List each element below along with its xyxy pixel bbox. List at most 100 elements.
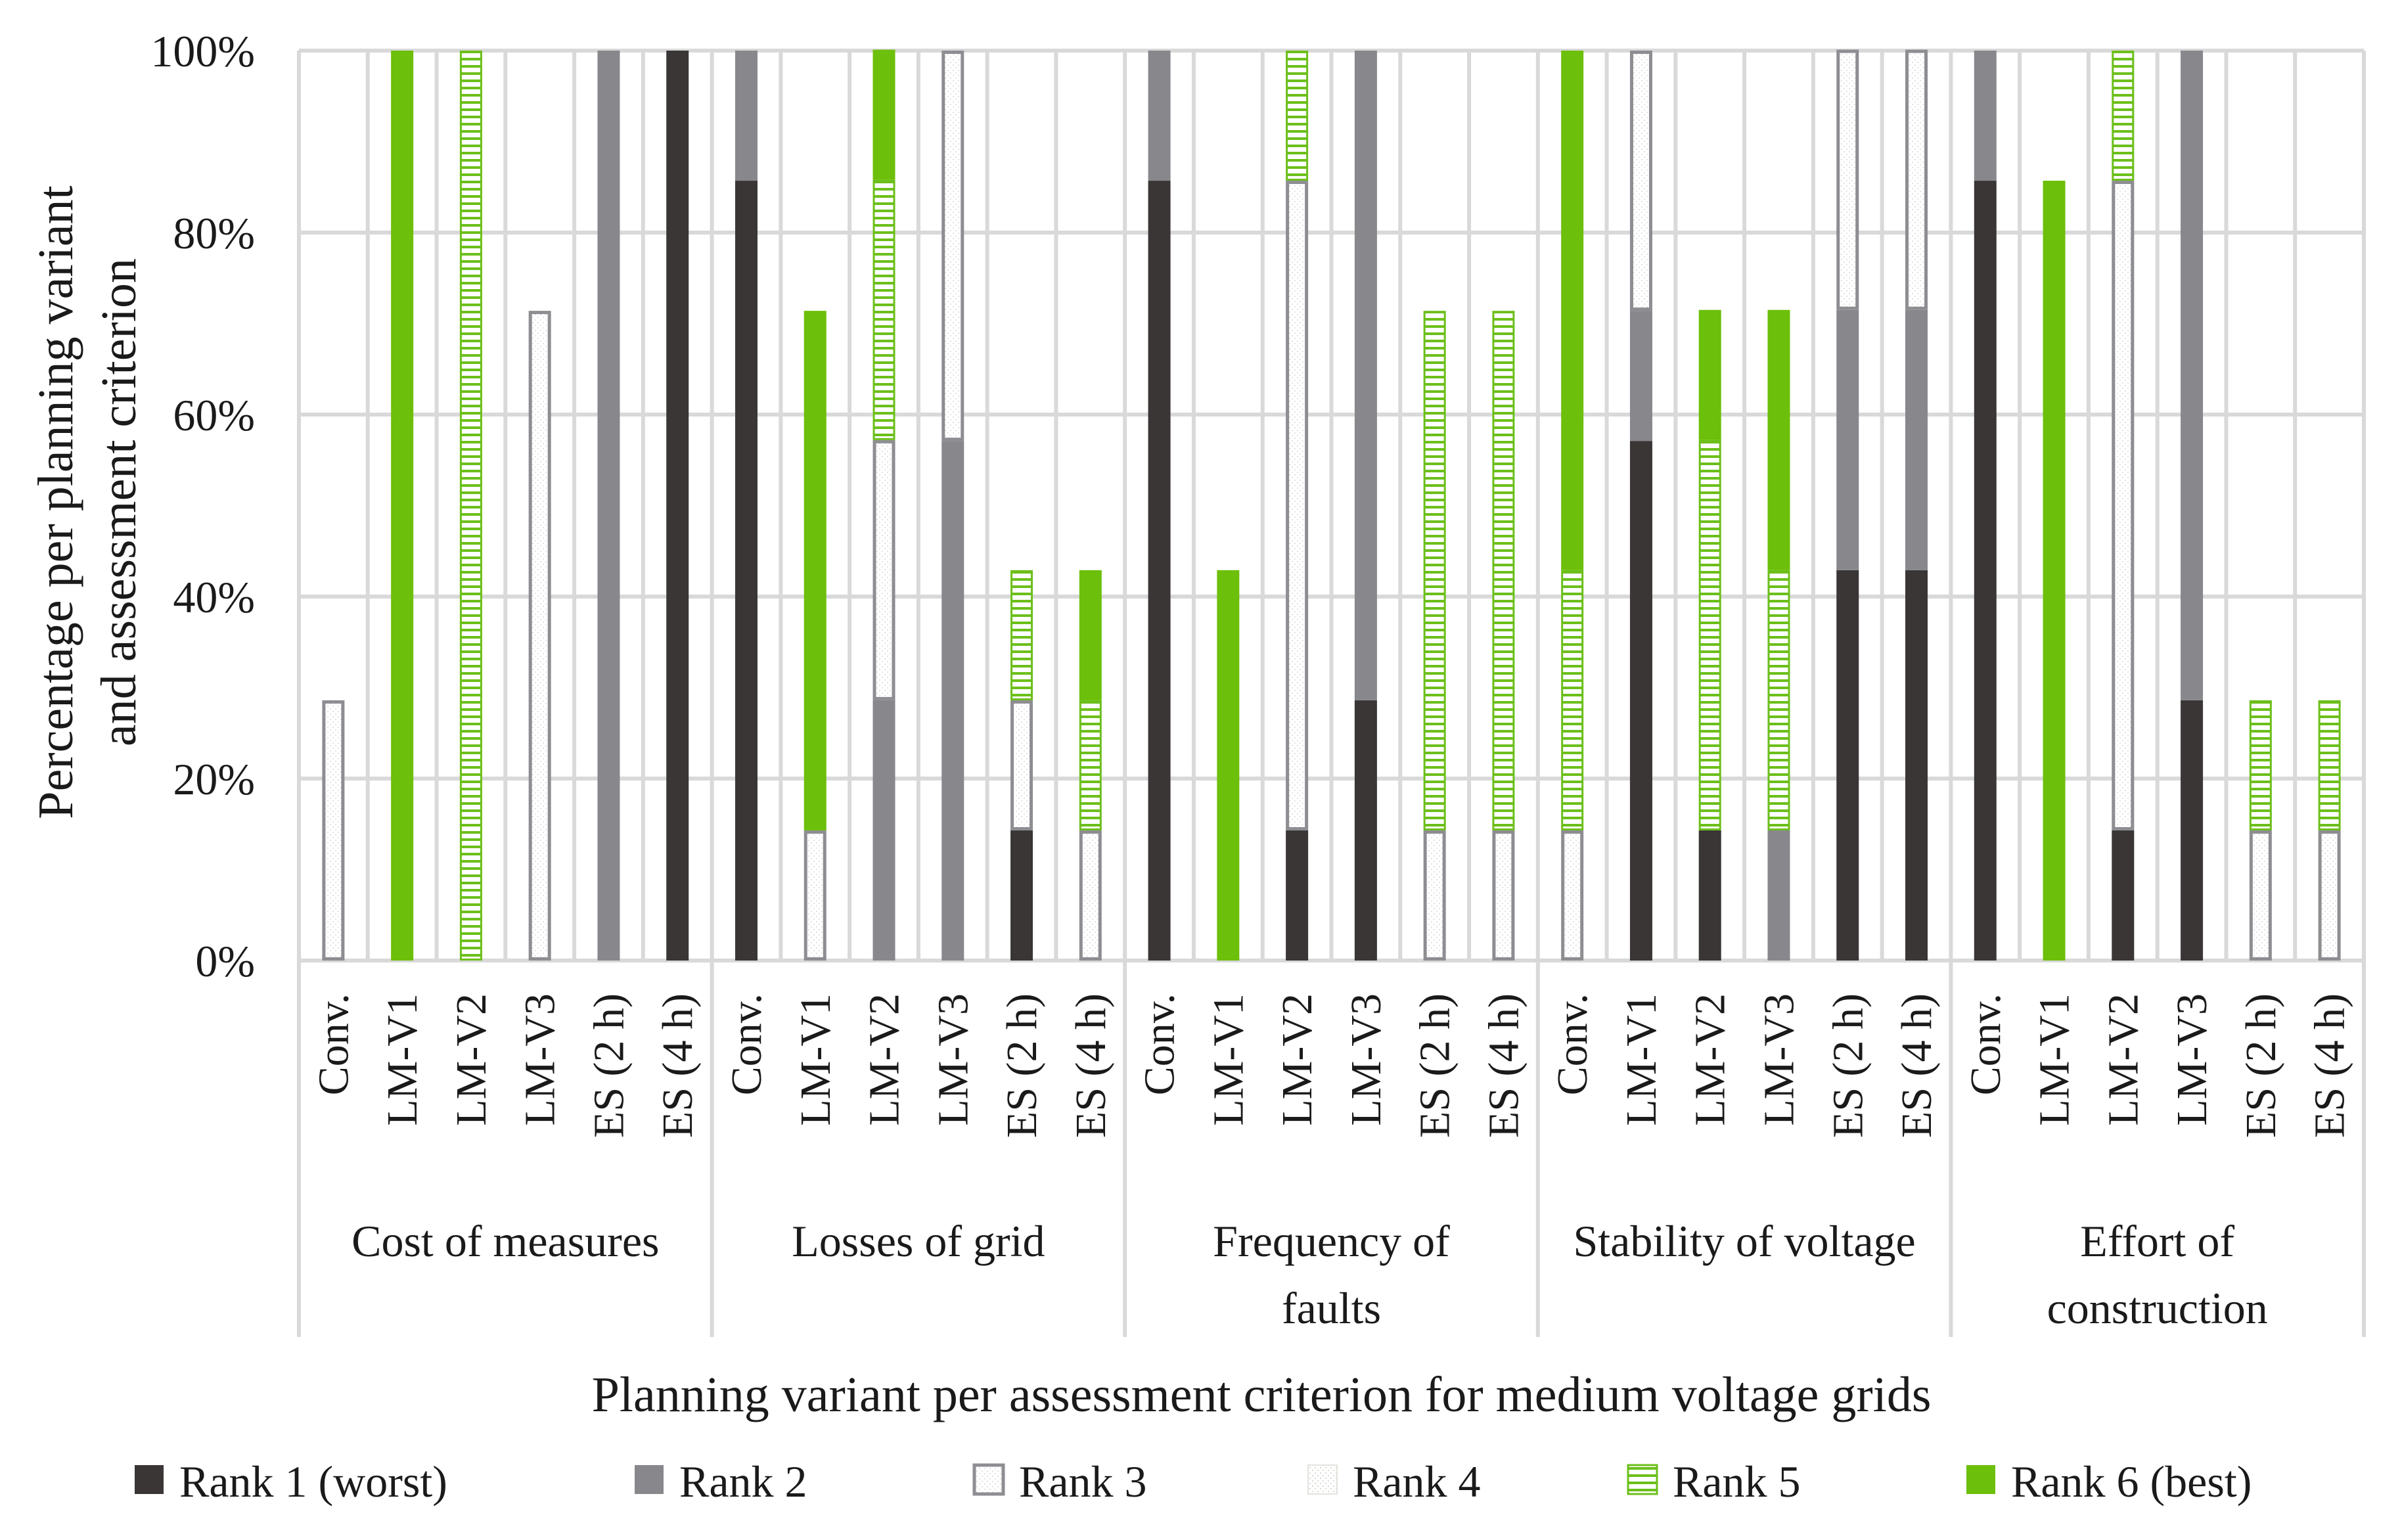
- bar-segment-rank-3: [941, 51, 964, 442]
- bar-segment-rank-1: [1905, 570, 1928, 961]
- bar-segment-rank-3: [1561, 830, 1584, 961]
- legend-swatch: [1307, 1464, 1338, 1495]
- bar-segment-rank-3: [872, 440, 895, 700]
- legend-swatch: [972, 1463, 1005, 1496]
- bar-segment-rank-1: [1698, 830, 1721, 961]
- group-label: Losses of grid: [792, 1216, 1045, 1266]
- bar-segment-rank-5: [459, 51, 482, 961]
- bar-segment-rank-1: [1148, 181, 1171, 961]
- x-tick-label: LM-V2: [861, 993, 909, 1126]
- group-label: construction: [2047, 1283, 2268, 1333]
- bar-segment-rank-3: [528, 311, 551, 961]
- bar-segment-rank-5: [1423, 311, 1446, 830]
- bar-segment-rank-3: [1286, 181, 1309, 830]
- x-tick-label: LM-V2: [1273, 993, 1321, 1126]
- bar-segment-rank-3: [1836, 49, 1859, 310]
- bar-segment-rank-2: [2181, 51, 2204, 700]
- legend-swatch: [1627, 1464, 1658, 1495]
- bar-segment-rank-5: [1286, 51, 1309, 181]
- bar-segment-rank-2: [1767, 830, 1790, 961]
- bar-segment-rank-3: [2112, 181, 2135, 830]
- group-label: Frequency of: [1213, 1216, 1450, 1266]
- x-tick-label: ES (4 h): [1480, 993, 1528, 1138]
- x-tick-label: LM-V3: [516, 993, 564, 1126]
- bar-segment-rank-2: [1836, 309, 1859, 570]
- bar-segment-rank-5: [1010, 570, 1033, 700]
- legend-swatch: [135, 1465, 164, 1494]
- bar-segment-rank-2: [1629, 311, 1652, 442]
- bar-segment-rank-1: [666, 51, 689, 961]
- bar-segment-rank-3: [322, 700, 345, 961]
- x-tick-label: LM-V1: [792, 993, 840, 1126]
- bar-segment-rank-1: [735, 181, 758, 961]
- bar-segment-rank-1: [1286, 830, 1309, 961]
- axis-layer: 0% 20% 40% 60% 80% 100% Conv. LM-V1 LM-V2 LM-V3 ES…: [150, 26, 2353, 1333]
- y-tick-label: 60%: [173, 390, 255, 440]
- bar-segment-rank-6: [872, 49, 895, 180]
- x-tick-label: ES (2 h): [1824, 993, 1872, 1138]
- y-axis-title: Percentage per planning variant and asses…: [28, 185, 147, 819]
- x-tick-label: ES (2 h): [1411, 993, 1459, 1138]
- legend-label: Rank 1 (worst): [179, 1457, 447, 1506]
- bar-segment-rank-5: [1698, 440, 1721, 830]
- bar-segment-rank-3: [804, 830, 826, 961]
- legend: Rank 1 (worst) Rank 2 Rank 3 Rank 4 Rank 5 Ra…: [135, 1457, 2252, 1506]
- bar-segment-rank-5: [2249, 700, 2272, 830]
- x-tick-label: Conv.: [1136, 993, 1184, 1095]
- y-axis-title-line: and assessment criterion: [91, 258, 147, 746]
- legend-swatch: [1966, 1465, 1995, 1494]
- group-label: Effort of: [2080, 1216, 2234, 1266]
- y-tick-label: 100%: [150, 26, 255, 76]
- x-tick-label: ES (4 h): [1067, 993, 1115, 1138]
- bar-segment-rank-2: [872, 700, 895, 961]
- bar-segment-rank-6: [1767, 309, 1790, 570]
- x-tick-label: ES (2 h): [2237, 993, 2285, 1138]
- group-label: faults: [1282, 1283, 1381, 1333]
- group-label: Stability of voltage: [1573, 1216, 1915, 1266]
- bar-segment-rank-6: [1698, 309, 1721, 440]
- legend-label: Rank 4: [1353, 1457, 1481, 1506]
- x-tick-label: ES (2 h): [998, 993, 1046, 1138]
- bar-segment-rank-6: [1079, 570, 1102, 700]
- x-tick-label: Conv.: [1962, 993, 2010, 1095]
- bars-layer: [322, 49, 2341, 961]
- bar-segment-rank-6: [1561, 51, 1584, 570]
- group-label: Cost of measures: [351, 1216, 659, 1266]
- x-axis-title: Planning variant per assessment criterio…: [592, 1367, 1932, 1422]
- bar-segment-rank-3: [1423, 830, 1446, 961]
- x-tick-label: LM-V3: [929, 993, 977, 1126]
- bar-segment-rank-5: [2318, 700, 2341, 830]
- x-tick-label: LM-V3: [1342, 993, 1390, 1126]
- bar-segment-rank-2: [1905, 309, 1928, 570]
- bar-segment-rank-5: [2112, 51, 2135, 181]
- bar-segment-rank-3: [1905, 49, 1928, 310]
- bar-segment-rank-3: [1492, 830, 1515, 961]
- bar-segment-rank-1: [2112, 830, 2135, 961]
- bar-segment-rank-3: [2318, 830, 2341, 961]
- bar-segment-rank-2: [597, 51, 620, 961]
- x-tick-label: LM-V1: [1204, 993, 1252, 1126]
- y-tick-label: 0%: [195, 936, 255, 986]
- x-tick-label: LM-V2: [1687, 993, 1734, 1126]
- y-tick-label: 20%: [173, 754, 255, 804]
- y-axis-title-line: Percentage per planning variant: [28, 185, 83, 819]
- bar-segment-rank-5: [872, 179, 895, 440]
- bar-segment-rank-6: [1217, 570, 1240, 961]
- bar-segment-rank-6: [391, 51, 414, 961]
- grid-layer: [297, 49, 2366, 1337]
- bar-segment-rank-1: [1354, 700, 1377, 961]
- bar-segment-rank-2: [1974, 51, 1997, 181]
- x-tick-label: ES (4 h): [2306, 993, 2354, 1138]
- x-tick-label: Conv.: [1549, 993, 1596, 1095]
- x-tick-label: LM-V2: [2099, 993, 2147, 1126]
- x-tick-label: LM-V2: [447, 993, 495, 1126]
- bar-segment-rank-5: [1767, 570, 1790, 830]
- y-tick-label: 40%: [173, 572, 255, 622]
- bar-segment-rank-5: [1492, 311, 1515, 830]
- bar-segment-rank-1: [2181, 700, 2204, 961]
- x-tick-label: ES (4 h): [1893, 993, 1941, 1138]
- y-tick-label: 80%: [173, 208, 255, 258]
- bar-segment-rank-1: [1836, 570, 1859, 961]
- bar-segment-rank-2: [941, 441, 964, 961]
